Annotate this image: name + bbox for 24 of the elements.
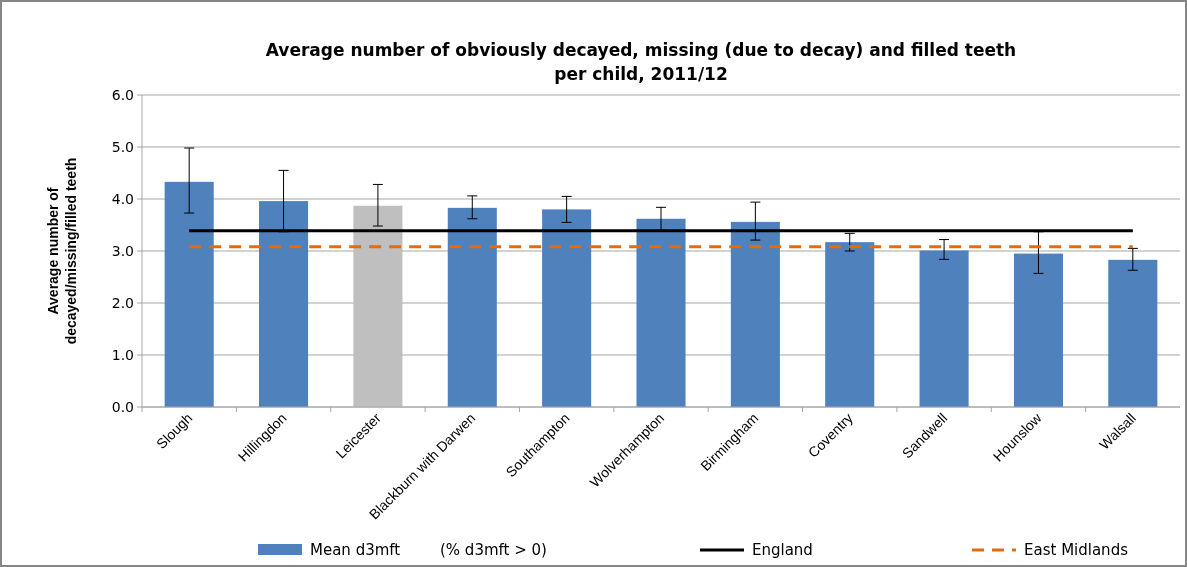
y-tick-label: 5.0 bbox=[111, 138, 134, 155]
y-axis-title: Average number of decayed/missing/filled teeth bbox=[45, 157, 79, 345]
bar bbox=[447, 207, 497, 407]
bar bbox=[1013, 253, 1063, 407]
bar bbox=[1108, 259, 1158, 407]
chart-title: Average number of obviously decayed, missing (due to decay) and filled teeth per child, 2011/12 bbox=[265, 40, 1017, 84]
legend-label: England bbox=[752, 541, 813, 560]
y-tick-label: 2.0 bbox=[111, 294, 134, 311]
y-tick-label: 6.0 bbox=[111, 86, 134, 103]
y-tick-label: 4.0 bbox=[111, 190, 134, 207]
text: (% d3mft > 0) bbox=[440, 541, 547, 560]
bar bbox=[730, 221, 780, 407]
legend-label: East Midlands bbox=[1024, 541, 1129, 560]
bar bbox=[259, 201, 309, 407]
y-tick-label: 0.0 bbox=[111, 398, 134, 415]
legend-label: Mean d3mft bbox=[310, 541, 401, 560]
bar bbox=[353, 205, 403, 407]
bar bbox=[919, 250, 969, 407]
y-tick-label: 3.0 bbox=[111, 242, 134, 259]
y-tick-label: 1.0 bbox=[111, 346, 134, 363]
bar bbox=[636, 218, 686, 407]
bar bbox=[164, 181, 214, 407]
bar bbox=[542, 209, 592, 407]
bar bbox=[825, 242, 875, 407]
